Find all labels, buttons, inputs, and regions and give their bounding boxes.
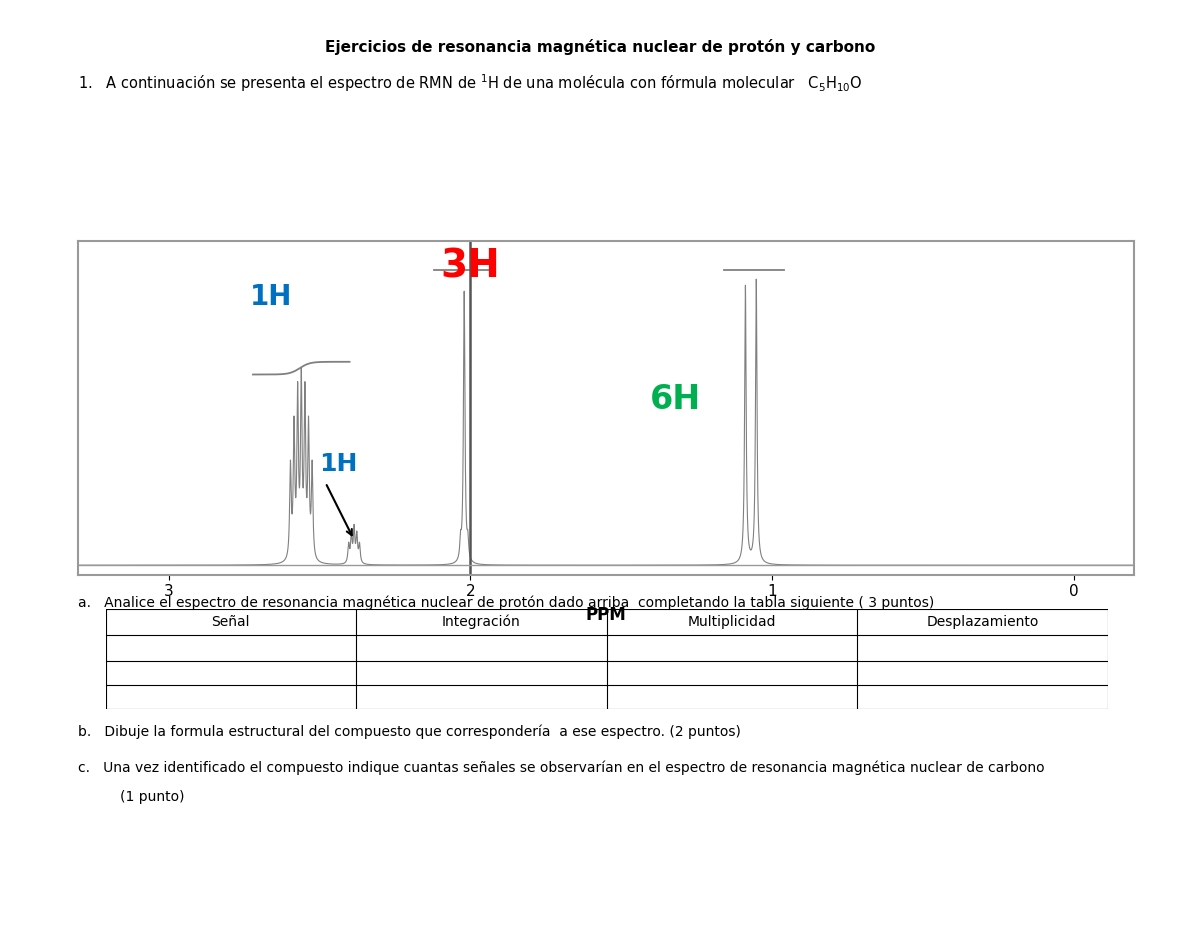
Text: Multiplicidad: Multiplicidad <box>688 615 776 629</box>
X-axis label: PPM: PPM <box>586 606 626 625</box>
Text: 1H: 1H <box>250 283 293 311</box>
Text: 6H: 6H <box>649 384 701 416</box>
Text: (1 punto): (1 punto) <box>120 790 185 804</box>
Text: Señal: Señal <box>211 615 250 629</box>
Text: c.   Una vez identificado el compuesto indique cuantas señales se observarían en: c. Una vez identificado el compuesto ind… <box>78 760 1045 775</box>
Text: 1H: 1H <box>319 452 358 476</box>
Text: Ejercicios de resonancia magnética nuclear de protón y carbono: Ejercicios de resonancia magnética nucle… <box>325 39 875 55</box>
Text: 3H: 3H <box>440 248 500 286</box>
Text: Desplazamiento: Desplazamiento <box>926 615 1038 629</box>
Text: a.   Analice el espectro de resonancia magnética nuclear de protón dado arriba  : a. Analice el espectro de resonancia mag… <box>78 595 935 610</box>
Text: b.   Dibuje la formula estructural del compuesto que correspondería  a ese espec: b. Dibuje la formula estructural del com… <box>78 725 740 740</box>
Text: Integración: Integración <box>442 615 521 629</box>
Text: 1.   A continuación se presenta el espectro de RMN de $^1$H de una molécula con : 1. A continuación se presenta el espectr… <box>78 72 863 94</box>
